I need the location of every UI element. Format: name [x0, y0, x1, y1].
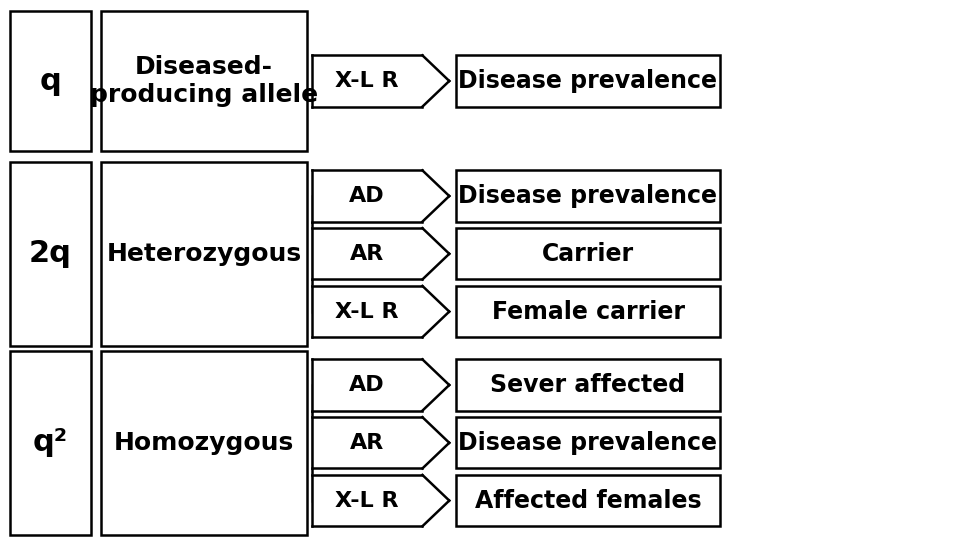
Text: AR: AR — [350, 244, 384, 264]
Text: Diseased-
producing allele: Diseased- producing allele — [90, 55, 318, 107]
Text: Homozygous: Homozygous — [114, 431, 294, 455]
Bar — [10, 351, 91, 535]
Text: Carrier: Carrier — [542, 242, 634, 266]
Bar — [101, 351, 307, 535]
Text: X-L R: X-L R — [335, 301, 399, 322]
Text: AD: AD — [349, 375, 385, 395]
Bar — [101, 162, 307, 346]
Text: AR: AR — [350, 433, 384, 453]
Polygon shape — [312, 417, 449, 468]
Text: Disease prevalence: Disease prevalence — [459, 431, 717, 455]
Polygon shape — [312, 56, 449, 106]
Bar — [456, 228, 720, 279]
Text: Affected females: Affected females — [474, 489, 702, 512]
Bar — [456, 417, 720, 468]
Text: Disease prevalence: Disease prevalence — [459, 184, 717, 208]
Polygon shape — [312, 170, 449, 221]
Text: 2q: 2q — [29, 239, 72, 268]
Text: Heterozygous: Heterozygous — [107, 242, 301, 266]
Text: Female carrier: Female carrier — [492, 300, 684, 323]
Bar — [10, 11, 91, 151]
Text: Sever affected: Sever affected — [491, 373, 685, 397]
Polygon shape — [312, 286, 449, 337]
Text: X-L R: X-L R — [335, 490, 399, 511]
Text: q: q — [39, 66, 61, 96]
Polygon shape — [312, 360, 449, 410]
Bar — [456, 360, 720, 410]
Polygon shape — [312, 475, 449, 526]
Bar — [456, 286, 720, 337]
Bar — [101, 11, 307, 151]
Text: q²: q² — [33, 428, 68, 457]
Polygon shape — [312, 228, 449, 279]
Bar — [456, 56, 720, 106]
Text: AD: AD — [349, 186, 385, 206]
Bar — [456, 170, 720, 221]
Bar — [456, 475, 720, 526]
Text: Disease prevalence: Disease prevalence — [459, 69, 717, 93]
Text: X-L R: X-L R — [335, 71, 399, 91]
Bar — [10, 162, 91, 346]
